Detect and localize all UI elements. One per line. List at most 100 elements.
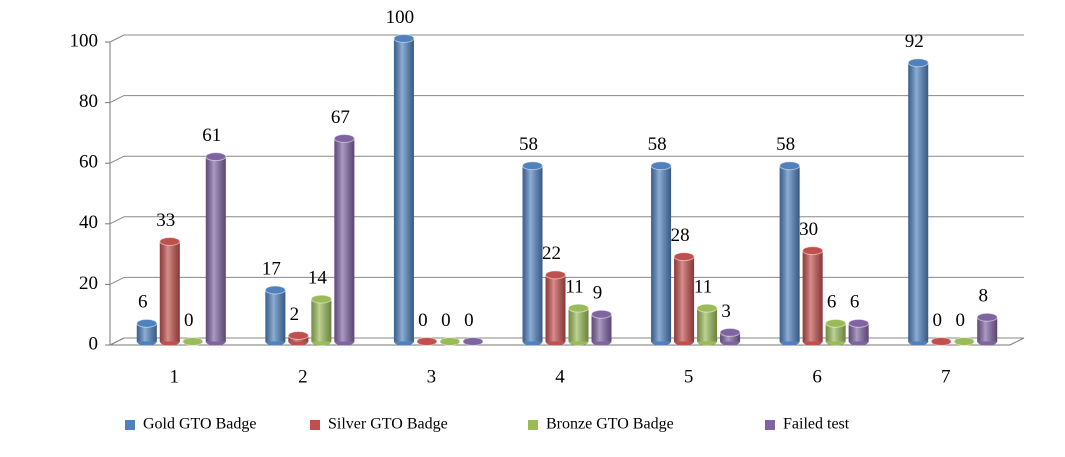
- bar-cap: [930, 337, 952, 346]
- legend-swatch: [125, 420, 135, 430]
- bar-cap: [802, 246, 824, 256]
- bar-shade: [802, 250, 823, 342]
- bar-cap: [182, 337, 204, 346]
- bar-cap: [673, 252, 695, 262]
- value-label: 2: [290, 304, 300, 325]
- value-label: 0: [955, 310, 965, 331]
- legend-text: Gold GTO Badge: [143, 416, 256, 433]
- value-label: 28: [671, 225, 690, 246]
- bar-cap: [907, 58, 929, 68]
- bar-shade: [591, 314, 612, 342]
- bar-shade: [568, 308, 589, 342]
- grid-diagonal: [109, 155, 125, 164]
- bar-cap: [264, 285, 286, 295]
- value-label: 30: [799, 219, 818, 240]
- x-tick-label: 2: [298, 366, 308, 387]
- legend-swatch: [765, 420, 775, 430]
- y-tick-label: 80: [79, 91, 98, 112]
- value-label: 61: [202, 125, 221, 146]
- grid-diagonal: [109, 337, 125, 346]
- bar-cap: [650, 161, 672, 171]
- value-label: 58: [648, 134, 667, 155]
- value-label: 100: [386, 7, 415, 28]
- grid-diagonal: [109, 276, 125, 285]
- bar-cap: [779, 161, 801, 171]
- bar-cap: [696, 303, 718, 313]
- bar-cap: [976, 312, 998, 322]
- bar-cap: [825, 318, 847, 328]
- bar-cap: [439, 337, 461, 346]
- legend-swatch: [528, 420, 538, 430]
- grid-diagonal: [109, 216, 125, 225]
- bar-shade: [545, 274, 566, 342]
- bar-shade: [522, 165, 543, 342]
- legend-text: Silver GTO Badge: [328, 416, 448, 433]
- value-label: 6: [138, 292, 148, 313]
- bar-shade: [825, 323, 846, 342]
- bar-shade: [334, 138, 355, 342]
- bar-shade: [651, 165, 672, 342]
- bar-shade: [311, 299, 332, 342]
- x-tick-label: 4: [555, 366, 565, 387]
- bar-cap: [848, 318, 870, 328]
- y-tick-label: 100: [70, 30, 99, 51]
- bar-shade: [779, 165, 800, 342]
- grid-diagonal: [109, 34, 125, 43]
- bar-cap: [953, 337, 975, 346]
- legend-swatch: [310, 420, 320, 430]
- x-tick-label: 5: [684, 366, 694, 387]
- bar-cap: [719, 327, 741, 337]
- x-tick-label: 7: [941, 366, 951, 387]
- bar-cap: [159, 237, 181, 247]
- x-tick-label: 1: [170, 366, 180, 387]
- bar-cap: [545, 270, 566, 280]
- bar-shade: [720, 332, 741, 342]
- bar-shade: [674, 256, 695, 342]
- grid-diagonal: [109, 95, 125, 104]
- value-label: 0: [418, 310, 428, 331]
- value-label: 58: [776, 134, 795, 155]
- y-tick-label: 40: [79, 212, 98, 233]
- value-label: 6: [850, 292, 860, 313]
- bar-cap: [287, 330, 309, 340]
- bar-cap: [310, 294, 332, 304]
- bar-cap: [462, 337, 484, 346]
- y-tick-label: 0: [89, 333, 99, 354]
- value-label: 11: [565, 277, 583, 298]
- bar-cap: [205, 152, 227, 162]
- value-label: 0: [441, 310, 451, 331]
- bar-cap: [333, 133, 355, 143]
- legend-text: Bronze GTO Badge: [546, 416, 674, 433]
- bar-shade: [908, 62, 929, 342]
- x-tick-label: 3: [427, 366, 437, 387]
- bar-shade: [977, 317, 998, 342]
- value-label: 58: [519, 134, 538, 155]
- bar-cap: [522, 161, 543, 171]
- bar-shade: [159, 241, 180, 342]
- bar-cap: [393, 34, 415, 43]
- value-label: 14: [308, 267, 328, 288]
- bar-shade: [265, 289, 286, 342]
- value-label: 8: [978, 286, 988, 307]
- value-label: 0: [184, 310, 194, 331]
- value-label: 22: [542, 243, 561, 264]
- value-label: 0: [932, 310, 942, 331]
- bar-cap: [136, 318, 158, 328]
- value-label: 33: [156, 210, 175, 231]
- value-label: 6: [827, 292, 837, 313]
- bar-shade: [848, 323, 869, 342]
- value-label: 9: [593, 283, 603, 304]
- value-label: 67: [331, 107, 350, 128]
- floor: [109, 337, 1025, 346]
- value-label: 0: [464, 310, 474, 331]
- value-label: 92: [905, 31, 924, 52]
- bar-cap: [568, 303, 589, 313]
- x-tick-label: 6: [812, 366, 822, 387]
- value-label: 17: [262, 258, 281, 279]
- bar-cap: [416, 337, 438, 346]
- bar-shade: [205, 156, 226, 342]
- bar-cap: [591, 309, 612, 319]
- legend-text: Failed test: [783, 416, 850, 433]
